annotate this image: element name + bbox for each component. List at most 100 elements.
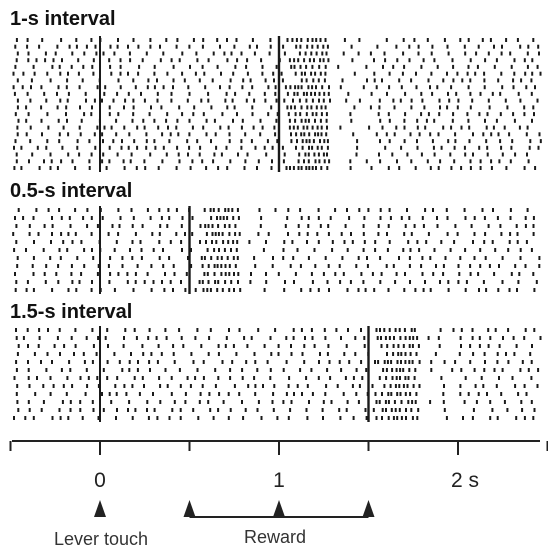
spike-tick	[143, 159, 146, 164]
spike-tick	[443, 360, 446, 364]
spike-tick	[112, 139, 115, 144]
spike-tick	[303, 360, 306, 364]
spike-tick	[469, 91, 472, 96]
spike-tick	[525, 240, 528, 244]
spike-tick	[319, 38, 322, 42]
spike-tick	[425, 118, 428, 123]
spike-tick	[17, 208, 20, 212]
spike-tick	[493, 64, 496, 69]
spike-tick	[56, 44, 59, 49]
spike-tick	[205, 240, 207, 244]
spike-tick	[320, 125, 323, 130]
spike-tick	[79, 408, 82, 412]
spike-tick	[196, 328, 199, 332]
spike-tick	[526, 64, 529, 69]
spike-tick	[245, 360, 248, 364]
spike-tick	[287, 208, 290, 212]
spike-tick	[238, 232, 241, 236]
spike-tick	[466, 71, 469, 76]
spike-tick	[110, 125, 113, 130]
spike-tick	[146, 208, 149, 212]
spike-tick	[131, 384, 134, 388]
spike-tick	[168, 416, 171, 420]
spike-tick	[261, 71, 264, 76]
spike-tick	[28, 384, 31, 388]
spike-tick	[363, 344, 366, 348]
spike-tick	[497, 288, 500, 292]
spike-tick	[482, 132, 485, 137]
spike-tick	[350, 118, 353, 123]
spike-tick	[324, 256, 327, 260]
spike-tick	[22, 336, 25, 340]
spike-tick	[389, 216, 392, 220]
spike-tick	[228, 328, 230, 332]
spike-tick	[44, 280, 47, 284]
spike-tick	[169, 132, 172, 137]
spike-tick	[366, 78, 368, 83]
spike-tick	[148, 112, 151, 117]
spike-tick	[482, 280, 485, 284]
spike-tick	[162, 248, 164, 252]
spike-tick	[286, 91, 289, 96]
spike-tick	[98, 118, 101, 123]
spike-tick	[321, 408, 324, 412]
spike-tick	[158, 376, 161, 380]
spike-tick	[71, 240, 74, 244]
spike-tick	[379, 216, 382, 220]
spike-tick	[408, 216, 411, 220]
spike-tick	[146, 408, 148, 412]
spike-tick	[501, 280, 504, 284]
spike-tick	[442, 400, 445, 404]
spike-tick	[383, 51, 386, 56]
spike-tick	[479, 264, 482, 268]
spike-tick	[307, 256, 310, 260]
spike-tick	[382, 64, 384, 69]
spike-tick	[90, 232, 93, 236]
spike-tick	[416, 336, 419, 340]
spike-tick	[153, 139, 156, 144]
spike-tick	[281, 78, 284, 83]
spike-tick	[515, 344, 518, 348]
spike-tick	[259, 224, 262, 228]
spike-tick	[530, 248, 533, 252]
spike-tick	[452, 78, 455, 83]
spike-tick	[96, 125, 99, 130]
spike-tick	[138, 392, 141, 396]
spike-tick	[173, 272, 176, 276]
spike-tick	[468, 125, 471, 130]
spike-tick	[404, 376, 407, 380]
spike-tick	[200, 256, 203, 260]
spike-tick	[231, 98, 234, 103]
spike-tick	[196, 368, 199, 372]
spike-tick	[490, 132, 493, 137]
spike-tick	[487, 344, 490, 348]
spike-tick	[97, 416, 100, 420]
spike-tick	[13, 248, 16, 252]
spike-tick	[78, 152, 81, 157]
spike-tick	[202, 125, 205, 130]
spike-tick	[213, 118, 216, 123]
spike-tick	[25, 132, 28, 137]
spike-tick	[525, 85, 528, 90]
spike-tick	[527, 368, 530, 372]
spike-tick	[162, 264, 165, 268]
spike-tick	[68, 44, 71, 49]
spike-tick	[314, 118, 316, 123]
spike-tick	[474, 384, 477, 388]
spike-tick	[324, 392, 327, 396]
spike-tick	[402, 368, 405, 372]
spike-tick	[364, 288, 367, 292]
spike-tick	[302, 125, 305, 130]
spike-tick	[93, 132, 96, 137]
spike-tick	[78, 280, 81, 284]
spike-tick	[207, 352, 210, 356]
spike-tick	[381, 392, 383, 396]
spike-tick	[471, 328, 474, 332]
spike-tick	[287, 112, 290, 117]
spike-tick	[228, 264, 231, 268]
spike-tick	[411, 400, 414, 404]
spike-tick	[315, 51, 318, 56]
spike-tick	[284, 85, 287, 90]
spike-tick	[511, 376, 514, 380]
spike-tick	[396, 360, 399, 364]
